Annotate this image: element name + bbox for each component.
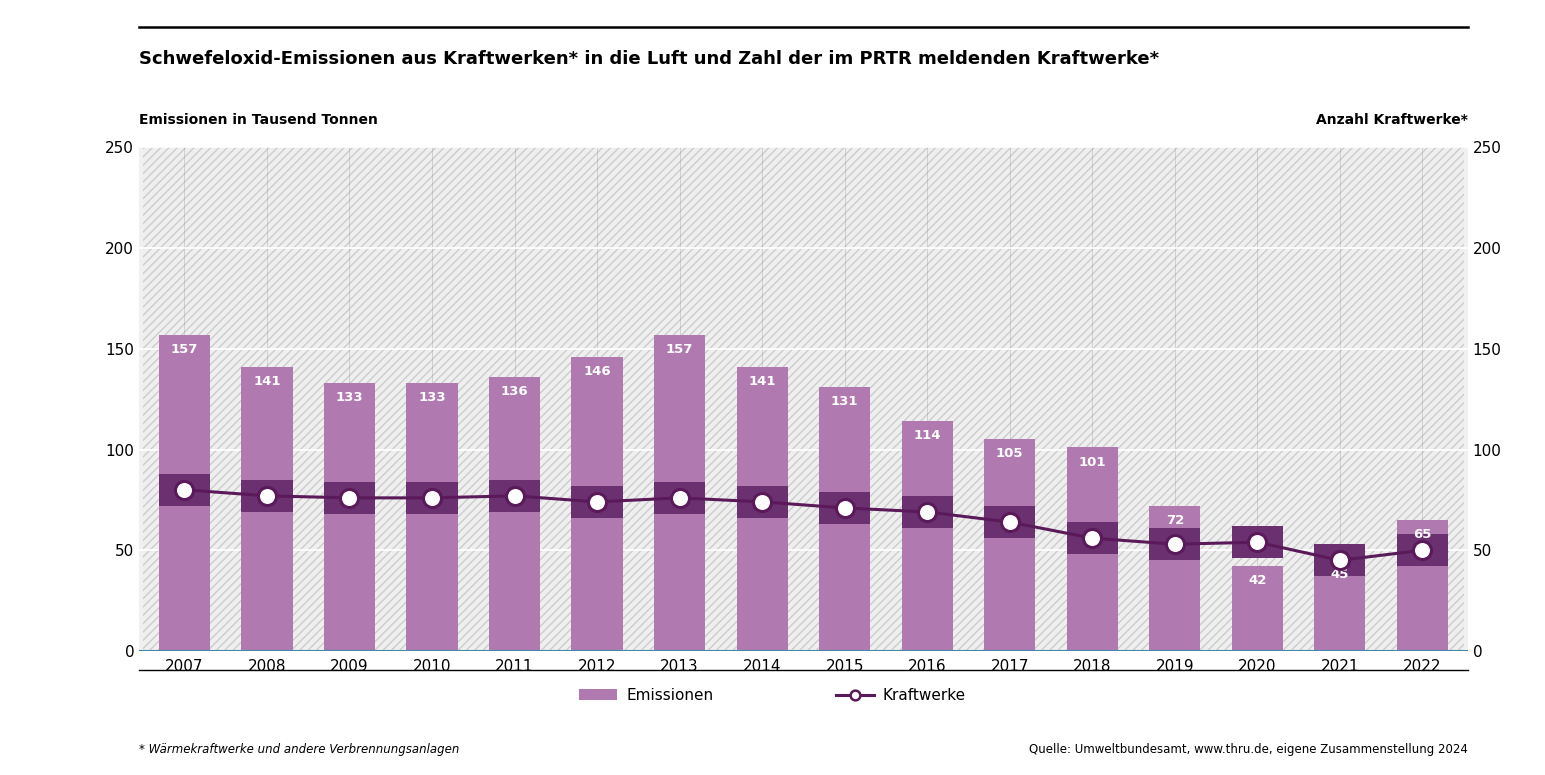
Text: 157: 157 bbox=[171, 343, 198, 356]
Text: 80: 80 bbox=[175, 484, 193, 496]
Text: 133: 133 bbox=[335, 391, 363, 404]
Text: 42: 42 bbox=[1248, 574, 1267, 587]
Bar bbox=[1231, 526, 1282, 558]
Legend: Emissionen, Kraftwerke: Emissionen, Kraftwerke bbox=[573, 682, 972, 709]
Bar bbox=[324, 482, 375, 514]
Bar bbox=[819, 492, 870, 524]
Bar bbox=[902, 422, 953, 651]
Bar bbox=[1066, 447, 1119, 651]
Bar bbox=[1231, 567, 1282, 651]
Bar bbox=[1066, 522, 1119, 554]
Text: 76: 76 bbox=[671, 491, 689, 505]
Bar bbox=[139, 147, 1468, 651]
Bar bbox=[488, 480, 541, 512]
Bar bbox=[1315, 544, 1366, 577]
Bar bbox=[241, 367, 292, 651]
Text: 133: 133 bbox=[419, 391, 447, 404]
Bar bbox=[1315, 560, 1366, 651]
Text: 76: 76 bbox=[340, 491, 358, 505]
Text: 50: 50 bbox=[1414, 544, 1432, 556]
Text: 64: 64 bbox=[1001, 515, 1020, 529]
Bar bbox=[737, 486, 788, 518]
Text: 74: 74 bbox=[752, 495, 771, 508]
Bar bbox=[1149, 528, 1200, 560]
Bar bbox=[1149, 506, 1200, 651]
Text: 146: 146 bbox=[584, 365, 610, 378]
Text: 74: 74 bbox=[589, 495, 606, 508]
Text: 65: 65 bbox=[1414, 528, 1432, 541]
Text: 105: 105 bbox=[997, 447, 1023, 460]
Bar bbox=[737, 367, 788, 651]
Text: 157: 157 bbox=[666, 343, 694, 356]
Bar bbox=[572, 486, 623, 518]
Text: 69: 69 bbox=[918, 505, 936, 518]
Bar bbox=[819, 387, 870, 651]
Bar bbox=[159, 335, 210, 651]
Text: 77: 77 bbox=[258, 489, 277, 502]
Bar bbox=[406, 383, 457, 651]
Text: Quelle: Umweltbundesamt, www.thru.de, eigene Zusammenstellung 2024: Quelle: Umweltbundesamt, www.thru.de, ei… bbox=[1029, 742, 1468, 756]
Bar bbox=[159, 474, 210, 506]
Text: 71: 71 bbox=[836, 501, 854, 515]
Bar bbox=[572, 356, 623, 651]
Bar bbox=[654, 482, 705, 514]
Text: 45: 45 bbox=[1330, 554, 1349, 567]
Text: 45: 45 bbox=[1330, 568, 1349, 581]
Text: 54: 54 bbox=[1248, 536, 1267, 549]
Text: Emissionen in Tausend Tonnen: Emissionen in Tausend Tonnen bbox=[139, 113, 379, 127]
Text: 101: 101 bbox=[1078, 456, 1106, 469]
Text: 72: 72 bbox=[1165, 514, 1183, 527]
Text: 131: 131 bbox=[831, 395, 859, 408]
Text: 76: 76 bbox=[423, 491, 442, 505]
Bar bbox=[984, 506, 1035, 538]
Text: 136: 136 bbox=[501, 385, 528, 398]
Text: 53: 53 bbox=[1165, 538, 1183, 551]
Bar bbox=[1397, 520, 1448, 651]
Bar bbox=[984, 439, 1035, 651]
Text: Anzahl Kraftwerke*: Anzahl Kraftwerke* bbox=[1316, 113, 1468, 127]
Bar bbox=[902, 496, 953, 528]
Bar bbox=[406, 482, 457, 514]
Text: 141: 141 bbox=[253, 375, 281, 388]
Text: 141: 141 bbox=[748, 375, 776, 388]
Bar bbox=[488, 377, 541, 651]
Text: 114: 114 bbox=[913, 429, 941, 443]
Text: * Wärmekraftwerke und andere Verbrennungsanlagen: * Wärmekraftwerke und andere Verbrennung… bbox=[139, 742, 459, 756]
Text: 77: 77 bbox=[505, 489, 524, 502]
Text: 56: 56 bbox=[1083, 532, 1102, 545]
Bar bbox=[654, 335, 705, 651]
Bar bbox=[241, 480, 292, 512]
Bar bbox=[324, 383, 375, 651]
Text: Schwefeloxid-Emissionen aus Kraftwerken* in die Luft und Zahl der im PRTR melden: Schwefeloxid-Emissionen aus Kraftwerken*… bbox=[139, 50, 1159, 68]
Bar bbox=[1397, 534, 1448, 567]
